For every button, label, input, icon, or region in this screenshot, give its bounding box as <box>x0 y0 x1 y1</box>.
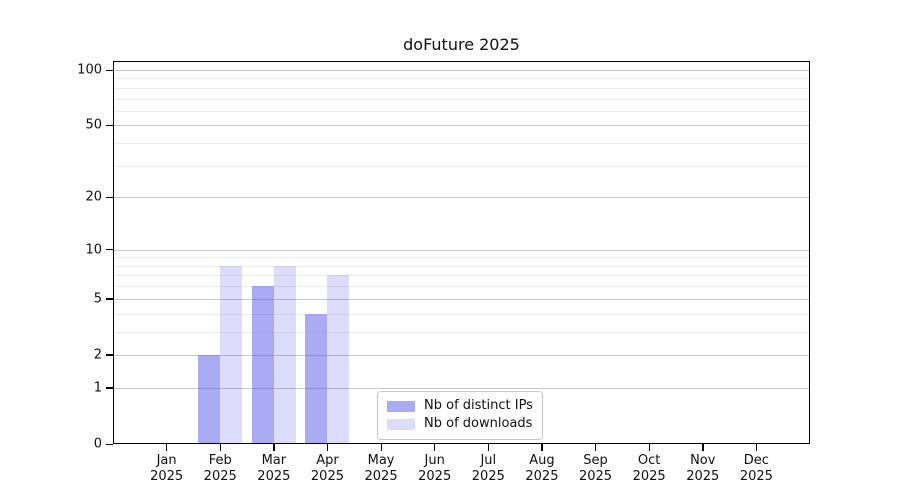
x-tick-mark <box>595 444 597 451</box>
y-minor-gridline <box>113 78 810 80</box>
y-tick-label: 0 <box>93 436 102 452</box>
y-tick-mark <box>106 387 113 389</box>
y-major-gridline <box>113 249 810 251</box>
x-tick-mark <box>219 444 222 451</box>
y-major-gridline <box>113 70 810 71</box>
y-minor-gridline <box>113 87 810 89</box>
x-tick-label: Oct 2025 <box>622 453 676 485</box>
bar-distinct-ips-mar <box>251 286 274 444</box>
x-tick-year: 2025 <box>203 469 237 484</box>
y-minor-gridline <box>113 331 810 333</box>
bar-distinct-ips-feb <box>198 354 221 444</box>
y-tick-label: 10 <box>85 242 102 258</box>
y-tick-mark <box>106 249 113 251</box>
y-tick-mark <box>106 298 113 300</box>
x-tick-mark <box>166 444 168 451</box>
y-minor-gridline <box>113 143 810 145</box>
y-minor-gridline <box>113 98 810 100</box>
x-tick-year: 2025 <box>739 469 773 484</box>
y-minor-gridline <box>113 275 810 277</box>
y-tick-mark <box>106 443 113 445</box>
x-tick-mark <box>326 444 329 451</box>
x-tick-label: Apr 2025 <box>300 453 354 485</box>
x-tick-year: 2025 <box>364 469 398 484</box>
legend-swatch-distinct-ips-icon <box>387 400 415 412</box>
x-tick-label: Dec 2025 <box>729 453 783 485</box>
y-tick-label: 100 <box>77 62 102 78</box>
y-minor-gridline <box>113 265 810 267</box>
legend-swatch-downloads-icon <box>387 418 415 430</box>
x-tick-year: 2025 <box>578 469 613 484</box>
y-major-gridline <box>113 197 810 199</box>
y-major-gridline <box>113 387 810 389</box>
y-minor-gridline <box>113 165 810 167</box>
y-tick-mark <box>106 69 113 71</box>
x-tick-year: 2025 <box>257 469 291 484</box>
x-tick-mark <box>702 444 704 451</box>
y-tick-mark <box>106 196 113 199</box>
y-tick-mark <box>106 124 113 127</box>
x-tick-mark <box>434 444 436 451</box>
y-minor-gridline <box>113 110 810 112</box>
x-tick-mark <box>648 444 650 451</box>
x-tick-mark <box>487 444 490 451</box>
y-minor-gridline <box>113 286 810 288</box>
y-tick-label: 5 <box>93 291 102 307</box>
legend-label-distinct-ips: Nb of distinct IPs <box>424 398 533 413</box>
x-tick-year: 2025 <box>150 469 184 484</box>
bar-downloads-feb <box>220 265 243 444</box>
x-tick-label: Aug 2025 <box>515 453 569 485</box>
x-tick-label: Jul 2025 <box>461 453 515 485</box>
x-tick-year: 2025 <box>525 469 559 484</box>
x-tick-year: 2025 <box>686 469 720 484</box>
y-tick-label: 1 <box>93 380 102 396</box>
chart-title: doFuture 2025 <box>403 35 520 54</box>
y-minor-gridline <box>113 313 810 315</box>
x-tick-label: Mar 2025 <box>247 453 301 485</box>
bar-distinct-ips-apr <box>305 313 328 444</box>
x-tick-label: Jan 2025 <box>140 453 194 485</box>
y-tick-label: 50 <box>85 117 102 133</box>
x-tick-label: Sep 2025 <box>569 453 623 485</box>
y-major-gridline <box>113 298 810 300</box>
x-tick-year: 2025 <box>471 469 505 484</box>
x-tick-mark <box>541 444 543 451</box>
legend-label-downloads: Nb of downloads <box>424 416 533 431</box>
bar-downloads-mar <box>273 265 296 444</box>
y-major-gridline <box>113 354 810 356</box>
x-tick-label: Nov 2025 <box>676 453 730 485</box>
x-tick-year: 2025 <box>310 469 344 484</box>
x-tick-label: Feb 2025 <box>193 453 247 485</box>
x-tick-year: 2025 <box>418 469 452 484</box>
y-major-gridline <box>113 125 810 127</box>
x-tick-year: 2025 <box>632 469 666 484</box>
x-tick-mark <box>380 444 382 451</box>
x-tick-mark <box>273 444 275 451</box>
x-tick-label: May 2025 <box>354 453 408 485</box>
x-tick-mark <box>755 444 758 451</box>
x-tick-label: Jun 2025 <box>408 453 462 485</box>
y-tick-mark <box>106 354 113 356</box>
y-tick-label: 20 <box>85 189 102 205</box>
y-tick-label: 2 <box>93 347 102 363</box>
legend: Nb of distinct IPs Nb of downloads <box>377 391 543 440</box>
legend-item-distinct-ips: Nb of distinct IPs <box>387 397 533 415</box>
y-minor-gridline <box>113 257 810 259</box>
bar-downloads-apr <box>327 275 350 444</box>
legend-item-downloads: Nb of downloads <box>387 415 533 433</box>
